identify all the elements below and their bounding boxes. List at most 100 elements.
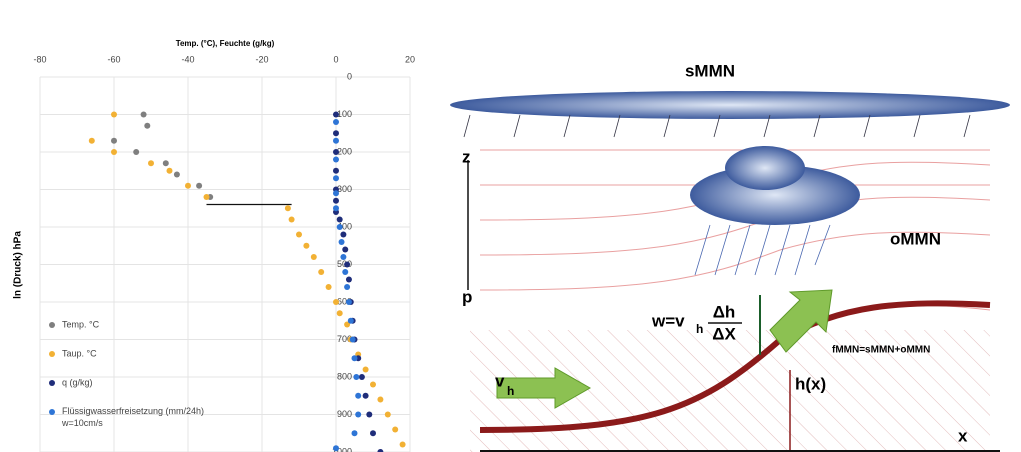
point	[377, 449, 384, 452]
point	[366, 411, 373, 418]
point	[344, 284, 351, 290]
point	[173, 171, 180, 178]
arrow	[769, 289, 833, 353]
point	[358, 374, 365, 380]
point	[318, 269, 325, 275]
label: w=v	[651, 311, 685, 330]
label: fMMN=sMMN+oMMN	[832, 345, 930, 356]
y-tick-label: 400	[337, 221, 352, 231]
point	[377, 396, 384, 403]
label: Δh	[713, 302, 736, 321]
y-tick-label: 700	[337, 334, 352, 344]
point	[384, 411, 391, 418]
point	[111, 149, 117, 155]
point	[344, 261, 351, 268]
label: h	[696, 322, 703, 336]
point	[288, 216, 295, 223]
point	[333, 137, 339, 144]
point	[303, 242, 310, 249]
point	[284, 205, 291, 212]
point	[399, 441, 406, 448]
x-tick-label: -40	[181, 54, 194, 64]
point	[355, 411, 362, 418]
diagram: sMMN z p oMMN w=v h Δh ΔX fMMN=sMMN+oMMN…	[450, 61, 1010, 452]
legend-label: Flüssigwasserfreisetzung (mm/24h) w=10cm/…	[61, 406, 204, 428]
label: h	[507, 384, 514, 398]
chart: Temp. (°C), Feuchte (g/kg) ln (Druck) hP…	[13, 39, 415, 452]
point	[333, 175, 339, 182]
y-tick-label: 0	[347, 71, 352, 81]
point	[144, 122, 151, 129]
point	[333, 130, 339, 137]
point	[336, 224, 343, 230]
point	[333, 167, 339, 174]
point	[310, 254, 317, 260]
point	[140, 111, 147, 118]
x-tick-label: -80	[33, 54, 46, 64]
point	[340, 254, 347, 260]
point	[349, 336, 356, 343]
point	[203, 194, 210, 200]
point	[344, 321, 351, 328]
label: oMMN	[890, 229, 941, 248]
y-axis-title: ln (Druck) hPa	[13, 231, 24, 299]
point	[333, 111, 339, 118]
legend-label-part: Flüssigwasserfreisetzung (mm/24h)	[62, 406, 204, 416]
legend-label: q (g/kg)	[62, 377, 93, 387]
point	[347, 317, 354, 324]
label: h(x)	[795, 374, 826, 393]
legend-marker	[49, 409, 55, 415]
point	[351, 355, 358, 362]
point	[333, 190, 339, 197]
y-tick-label: 900	[337, 409, 352, 419]
point	[185, 182, 191, 189]
x-tick-label: 0	[333, 54, 338, 64]
x-tick-label: 20	[405, 54, 415, 64]
label: sMMN	[685, 61, 735, 80]
point	[325, 284, 332, 290]
y-tick-label: 100	[337, 109, 352, 119]
point	[392, 426, 399, 433]
point	[333, 205, 339, 212]
y-tick-label: 300	[337, 184, 352, 194]
y-tick-label: 600	[337, 296, 352, 306]
point	[338, 239, 345, 245]
arrow	[496, 367, 592, 409]
terrain	[479, 300, 991, 433]
rain	[463, 114, 971, 276]
x-tick-label: -60	[107, 54, 120, 64]
point	[342, 269, 349, 275]
point	[162, 160, 169, 167]
point	[196, 182, 203, 189]
point	[111, 111, 117, 118]
point	[333, 149, 339, 155]
cloud	[725, 146, 805, 190]
point	[333, 299, 339, 305]
legend-marker	[49, 380, 55, 386]
point	[353, 374, 360, 380]
point	[336, 310, 343, 317]
y-tick-label: 800	[337, 371, 352, 381]
point	[370, 381, 376, 388]
point	[362, 392, 369, 399]
legend-label: Temp. °C	[62, 319, 100, 329]
point	[342, 246, 349, 253]
label: x	[958, 426, 968, 445]
point	[355, 392, 362, 399]
legend-marker	[49, 322, 55, 328]
point	[340, 231, 347, 238]
point	[345, 276, 352, 283]
point	[296, 231, 302, 238]
point	[166, 167, 173, 174]
point	[333, 156, 339, 163]
point	[148, 160, 154, 167]
label: p	[462, 287, 472, 306]
point	[333, 445, 339, 452]
x-tick-label: -20	[255, 54, 268, 64]
label: z	[462, 147, 471, 166]
point	[336, 216, 343, 223]
legend-marker	[49, 351, 55, 357]
y-tick-label: 200	[337, 146, 352, 156]
point	[88, 137, 95, 144]
